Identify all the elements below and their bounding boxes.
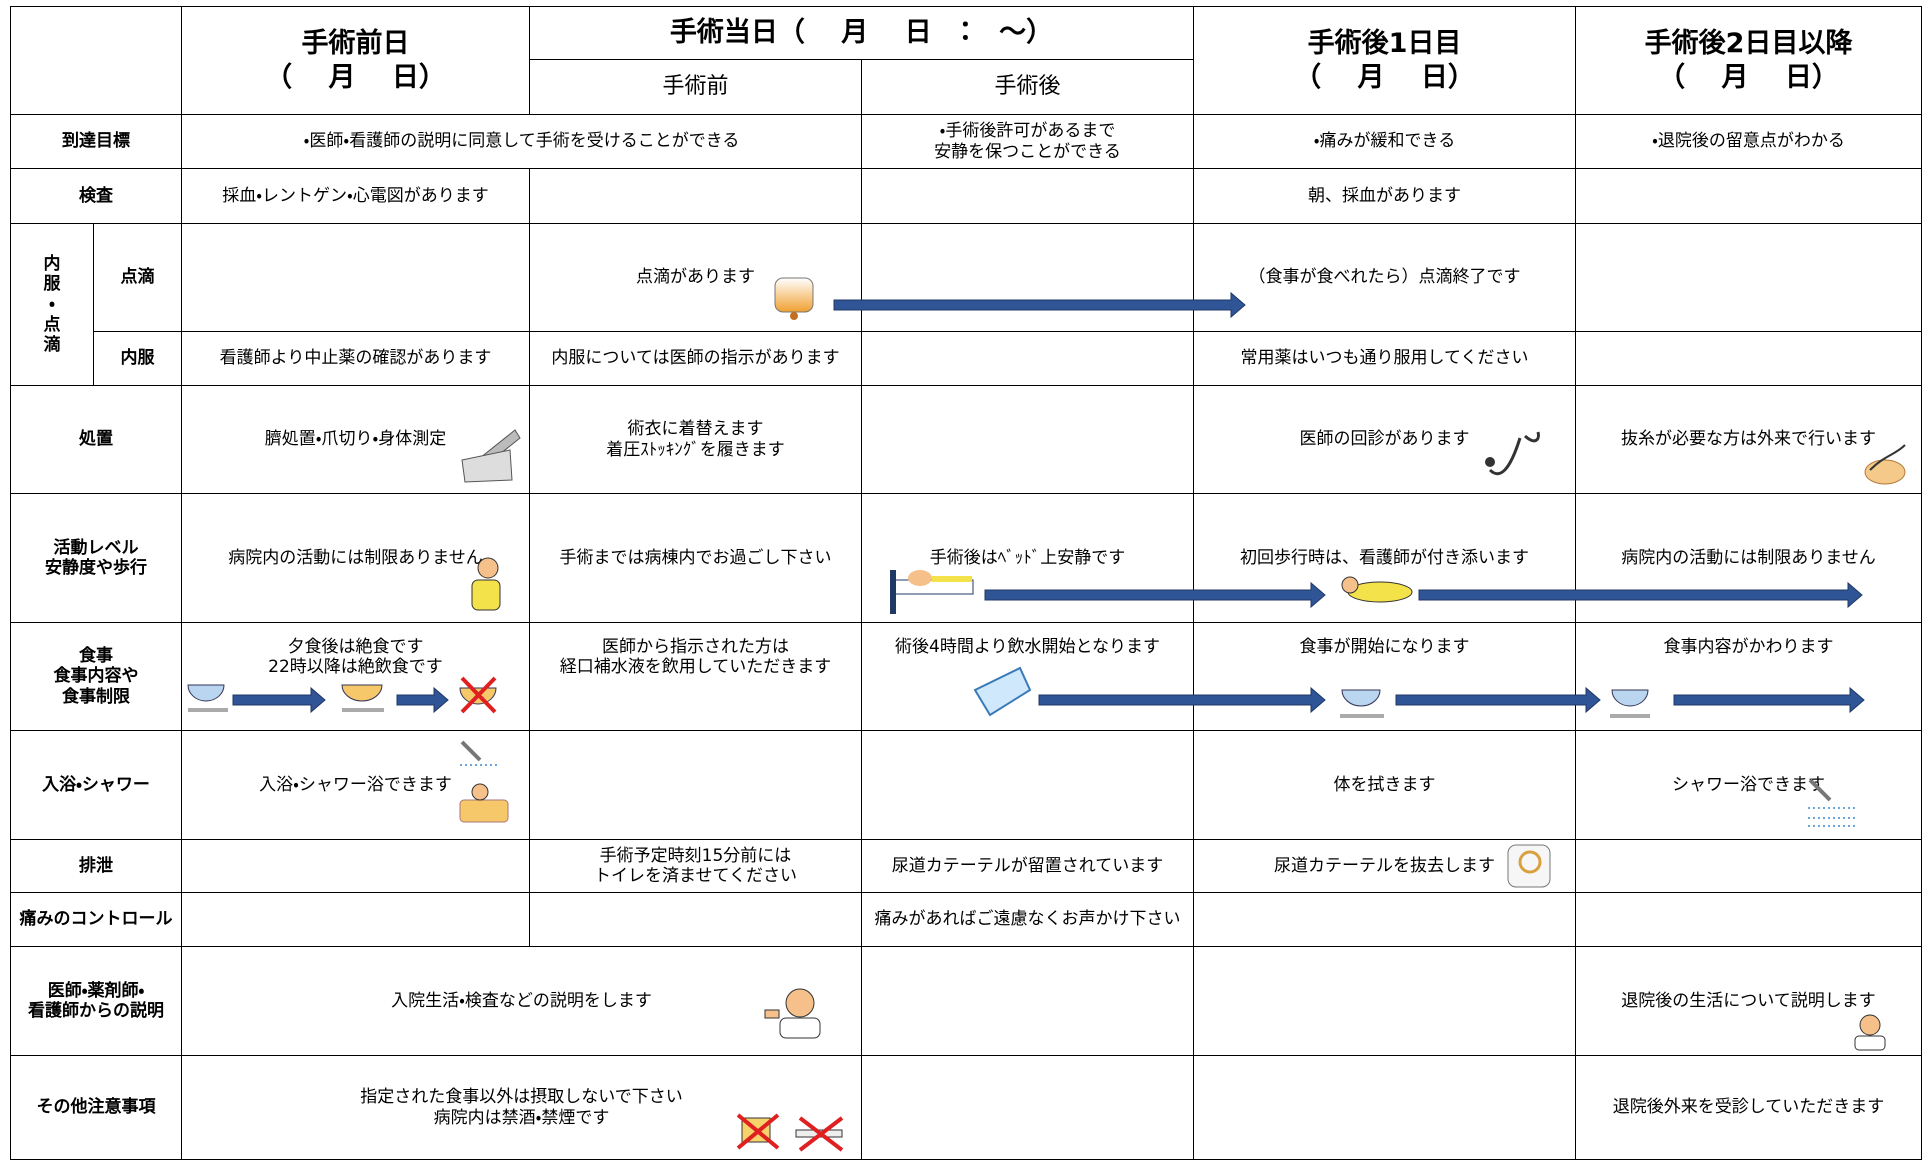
empty-cell <box>861 331 1194 386</box>
header-date: （ 月 日） <box>1658 61 1839 93</box>
cell-text: 手術までは病棟内でお過ごし下さい <box>529 493 862 623</box>
cell-text: 病院内の活動には制限ありません <box>1575 493 1922 623</box>
empty-cell <box>1575 331 1922 386</box>
cell-text: ・手術後許可があるまで 安静を保つことができる <box>861 114 1194 169</box>
row-label: 食事 食事内容や 食事制限 <box>10 622 182 731</box>
row-label: 内服 <box>93 331 182 386</box>
empty-cell <box>181 892 530 947</box>
header-cell: 手術当日（ 月 日 ： ～） <box>529 6 1194 60</box>
corner-cell <box>10 6 182 115</box>
header-title: 手術後1日目 <box>1307 27 1462 59</box>
cell-text: 食事が開始になります <box>1193 622 1576 731</box>
cell-text: 点滴があります <box>529 223 862 332</box>
cell-text: 術衣に着替えます 着圧ｽﾄｯｷﾝｸﾞを履きます <box>529 385 862 494</box>
cell-text: 指定された食事以外は摂取しないで下さい 病院内は禁酒・禁煙です <box>181 1055 862 1160</box>
cell-text: 抜糸が必要な方は外来で行います <box>1575 385 1922 494</box>
cell-text: 初回歩行時は、看護師が付き添います <box>1193 493 1576 623</box>
empty-cell <box>529 730 862 840</box>
cell-text: 痛みがあればご遠慮なくお声かけ下さい <box>861 892 1194 947</box>
row-group-label: 内 服 ・ 点 滴 <box>10 223 94 386</box>
cell-text: ・痛みが緩和できる <box>1193 114 1576 169</box>
cell-text: 医師から指示された方は 経口補水液を飲用していただきます <box>529 622 862 731</box>
empty-cell <box>861 223 1194 332</box>
cell-text: 入院生活・検査などの説明をします <box>181 946 862 1056</box>
empty-cell <box>1193 892 1576 947</box>
row-label: 入浴・シャワー <box>10 730 182 840</box>
header-title: 手術当日（ 月 日 ： ～） <box>669 17 1054 49</box>
empty-cell <box>181 223 530 332</box>
header-sub: 手術前 <box>529 59 862 115</box>
cell-text: 常用薬はいつも通り服用してください <box>1193 331 1576 386</box>
empty-cell <box>181 839 530 893</box>
cell-text: 看護師より中止薬の確認があります <box>181 331 530 386</box>
cell-text: ・退院後の留意点がわかる <box>1575 114 1922 169</box>
empty-cell <box>861 946 1194 1056</box>
empty-cell <box>1193 946 1576 1056</box>
empty-cell <box>1575 892 1922 947</box>
empty-cell <box>861 730 1194 840</box>
empty-cell <box>1575 223 1922 332</box>
cell-text: 食事内容がかわります <box>1575 622 1922 731</box>
cell-text: 手術後はﾍﾞｯﾄﾞ上安静です <box>861 493 1194 623</box>
cell-text: 退院後の生活について説明します <box>1575 946 1922 1056</box>
header-cell: 手術後1日目 （ 月 日） <box>1193 6 1576 115</box>
cell-text: 手術予定時刻15分前には トイレを済ませてください <box>529 839 862 893</box>
header-cell: 手術前日 （ 月 日） <box>181 6 530 115</box>
empty-cell <box>861 1055 1194 1160</box>
row-label: 活動レベル 安静度や歩行 <box>10 493 182 623</box>
empty-cell <box>529 892 862 947</box>
cell-text: 夕食後は絶食です 22時以降は絶飲食です <box>181 622 530 731</box>
row-label: 医師・薬剤師・ 看護師からの説明 <box>10 946 182 1056</box>
cell-text: （食事が食べれたら）点滴終了です <box>1193 223 1576 332</box>
header-title: 手術前日 <box>301 27 410 59</box>
cell-text: ・医師・看護師の説明に同意して手術を受けることができる <box>181 114 862 169</box>
cell-text: シャワー浴できます <box>1575 730 1922 840</box>
cell-text: 病院内の活動には制限ありません <box>181 493 530 623</box>
row-label: その他注意事項 <box>10 1055 182 1160</box>
row-label: 処置 <box>10 385 182 494</box>
cell-text: 臍処置・爪切り・身体測定 <box>181 385 530 494</box>
cell-text: 体を拭きます <box>1193 730 1576 840</box>
cell-text: 術後4時間より飲水開始となります <box>861 622 1194 731</box>
header-date: （ 月 日） <box>265 61 446 93</box>
empty-cell <box>1575 839 1922 893</box>
cell-text: 医師の回診があります <box>1193 385 1576 494</box>
empty-cell <box>529 168 862 224</box>
row-label: 点滴 <box>93 223 182 332</box>
cell-text: 退院後外来を受診していただきます <box>1575 1055 1922 1160</box>
empty-cell <box>1193 1055 1576 1160</box>
row-label: 到達目標 <box>10 114 182 169</box>
row-label: 検査 <box>10 168 182 224</box>
cell-text: 尿道カテーテルが留置されています <box>861 839 1194 893</box>
cell-text: 入浴・シャワー浴できます <box>181 730 530 840</box>
empty-cell <box>861 168 1194 224</box>
row-label: 排泄 <box>10 839 182 893</box>
header-date: （ 月 日） <box>1294 61 1475 93</box>
header-title: 手術後2日目以降 <box>1644 27 1853 59</box>
cell-text: 尿道カテーテルを抜去します <box>1193 839 1576 893</box>
header-sub: 手術後 <box>861 59 1194 115</box>
header-cell: 手術後2日目以降 （ 月 日） <box>1575 6 1922 115</box>
cell-text: 朝、採血があります <box>1193 168 1576 224</box>
cell-text: 内服については医師の指示があります <box>529 331 862 386</box>
empty-cell <box>1575 168 1922 224</box>
empty-cell <box>861 385 1194 494</box>
cell-text: 採血・レントゲン・心電図があります <box>181 168 530 224</box>
row-label: 痛みのコントロール <box>10 892 182 947</box>
